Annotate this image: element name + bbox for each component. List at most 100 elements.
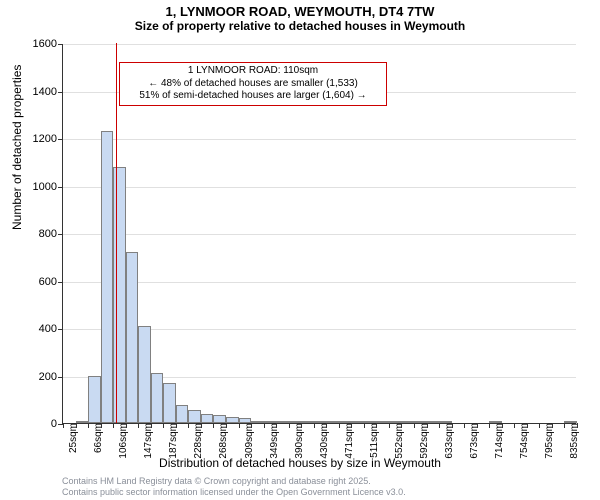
- x-tick-mark: [364, 423, 365, 428]
- x-tick-mark: [389, 423, 390, 428]
- x-tick-mark: [414, 423, 415, 428]
- x-tick-mark: [176, 423, 177, 428]
- x-tick-label: 714sqm: [492, 423, 505, 459]
- histogram-bar: [126, 252, 139, 423]
- x-tick-mark: [201, 423, 202, 428]
- y-tick-label: 1200: [21, 133, 63, 145]
- x-tick-label: 511sqm: [367, 423, 380, 458]
- gridline-h: [63, 187, 576, 188]
- x-tick-mark: [351, 423, 352, 428]
- x-tick-label: 187sqm: [166, 423, 179, 459]
- histogram-bar: [351, 421, 364, 423]
- x-tick-mark: [339, 423, 340, 428]
- x-tick-mark: [564, 423, 565, 428]
- x-tick-label: 268sqm: [216, 423, 229, 459]
- x-tick-mark: [151, 423, 152, 428]
- x-tick-mark: [188, 423, 189, 428]
- histogram-bar: [251, 421, 264, 423]
- x-tick-mark: [326, 423, 327, 428]
- histogram-bar: [176, 405, 189, 423]
- x-tick-mark: [427, 423, 428, 428]
- x-tick-label: 25sqm: [66, 423, 79, 453]
- histogram-bar: [301, 421, 314, 423]
- x-tick-mark: [452, 423, 453, 428]
- histogram-bar: [188, 410, 201, 423]
- x-tick-mark: [113, 423, 114, 428]
- x-tick-mark: [76, 423, 77, 428]
- annotation-line: 51% of semi-detached houses are larger (…: [124, 90, 382, 103]
- histogram-bar: [326, 421, 339, 423]
- histogram-bar: [427, 421, 440, 423]
- y-tick-label: 1600: [21, 38, 63, 50]
- x-tick-mark: [251, 423, 252, 428]
- x-tick-mark: [276, 423, 277, 428]
- histogram-bar: [201, 414, 214, 424]
- histogram-bar: [226, 417, 239, 423]
- x-tick-label: 147sqm: [141, 423, 154, 459]
- x-tick-label: 835sqm: [567, 423, 580, 459]
- x-tick-mark: [88, 423, 89, 428]
- x-tick-label: 795sqm: [542, 423, 555, 459]
- x-tick-label: 106sqm: [116, 423, 129, 459]
- x-tick-mark: [239, 423, 240, 428]
- gridline-h: [63, 44, 576, 45]
- x-tick-mark: [376, 423, 377, 428]
- histogram-bar: [163, 383, 176, 423]
- x-tick-label: 309sqm: [242, 423, 255, 459]
- x-tick-mark: [439, 423, 440, 428]
- x-tick-label: 390sqm: [292, 423, 305, 459]
- x-tick-label: 349sqm: [267, 423, 280, 459]
- y-tick-label: 0: [21, 418, 63, 430]
- x-tick-label: 471sqm: [342, 423, 355, 459]
- y-tick-label: 1400: [21, 86, 63, 98]
- histogram-bar: [276, 421, 289, 423]
- annotation-line: ← 48% of detached houses are smaller (1,…: [124, 78, 382, 91]
- x-tick-mark: [464, 423, 465, 428]
- y-tick-label: 200: [21, 371, 63, 383]
- x-tick-mark: [502, 423, 503, 428]
- x-tick-label: 633sqm: [442, 423, 455, 459]
- histogram-bar: [101, 131, 114, 423]
- histogram-bar: [76, 421, 89, 423]
- x-tick-mark: [514, 423, 515, 428]
- histogram-bar: [151, 373, 164, 423]
- plot-area: 0200400600800100012001400160025sqm66sqm1…: [62, 44, 576, 424]
- x-tick-mark: [138, 423, 139, 428]
- annotation-line: 1 LYNMOOR ROAD: 110sqm: [124, 65, 382, 78]
- x-tick-label: 552sqm: [392, 423, 405, 459]
- annotation-box: 1 LYNMOOR ROAD: 110sqm← 48% of detached …: [119, 62, 387, 106]
- x-tick-mark: [577, 423, 578, 428]
- footer-line-1: Contains HM Land Registry data © Crown c…: [62, 476, 406, 487]
- chart-title-main: 1, LYNMOOR ROAD, WEYMOUTH, DT4 7TW: [0, 0, 600, 19]
- x-tick-mark: [163, 423, 164, 428]
- x-tick-mark: [301, 423, 302, 428]
- footer-line-2: Contains public sector information licen…: [62, 487, 406, 498]
- gridline-h: [63, 234, 576, 235]
- x-tick-mark: [489, 423, 490, 428]
- histogram-bar: [401, 421, 414, 423]
- x-tick-label: 673sqm: [467, 423, 480, 459]
- x-tick-mark: [126, 423, 127, 428]
- y-tick-label: 600: [21, 276, 63, 288]
- x-tick-label: 754sqm: [517, 423, 530, 459]
- chart-plot-wrap: 0200400600800100012001400160025sqm66sqm1…: [62, 44, 576, 424]
- histogram-bar: [138, 326, 151, 423]
- x-tick-mark: [401, 423, 402, 428]
- chart-container: 1, LYNMOOR ROAD, WEYMOUTH, DT4 7TW Size …: [0, 0, 600, 500]
- x-tick-mark: [552, 423, 553, 428]
- x-tick-label: 66sqm: [91, 423, 104, 453]
- footer-attribution: Contains HM Land Registry data © Crown c…: [62, 476, 406, 498]
- x-tick-mark: [477, 423, 478, 428]
- histogram-bar: [213, 415, 226, 423]
- chart-title-sub: Size of property relative to detached ho…: [0, 19, 600, 35]
- histogram-bar: [88, 376, 101, 424]
- x-tick-mark: [226, 423, 227, 428]
- y-tick-label: 1000: [21, 181, 63, 193]
- x-tick-mark: [63, 423, 64, 428]
- x-tick-mark: [289, 423, 290, 428]
- x-tick-mark: [527, 423, 528, 428]
- x-tick-mark: [101, 423, 102, 428]
- gridline-h: [63, 282, 576, 283]
- y-tick-label: 800: [21, 228, 63, 240]
- x-tick-mark: [539, 423, 540, 428]
